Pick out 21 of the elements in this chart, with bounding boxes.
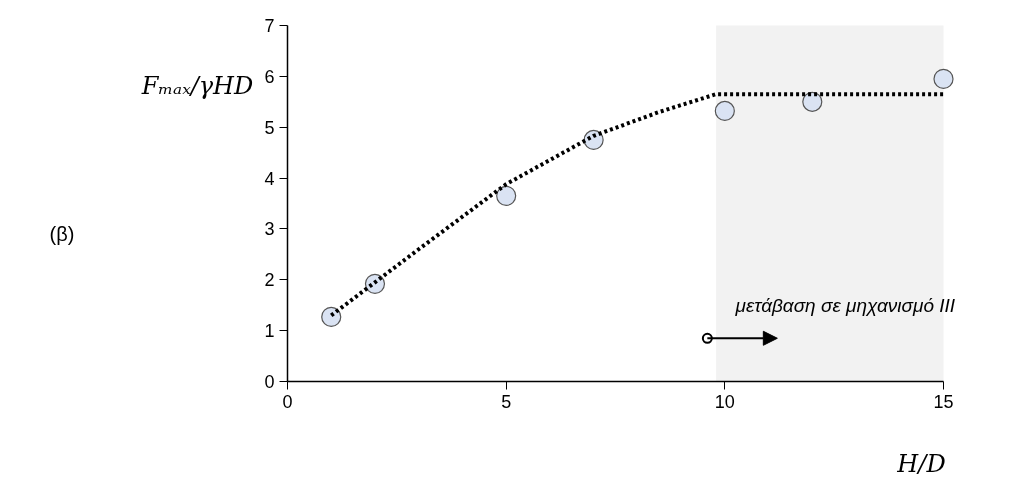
y-tick-label: 0 xyxy=(264,372,275,392)
point xyxy=(321,306,342,327)
x-tick-label: 15 xyxy=(933,391,954,412)
y-tick-label: 2 xyxy=(264,270,275,291)
point xyxy=(496,185,517,206)
x-tick-label: 10 xyxy=(714,391,735,412)
x-tick-label: 5 xyxy=(501,391,512,412)
annotation: μετάβαση σε μηχανισμό III xyxy=(734,295,956,317)
y-tick-label: 5 xyxy=(264,117,275,138)
x-tick-label: 0 xyxy=(282,391,293,412)
y-tick-label: 7 xyxy=(264,16,275,36)
x-axis-title: H/D xyxy=(896,449,946,478)
y-axis-title: Fₘₐₓ/γHD xyxy=(140,71,254,100)
text: (β) xyxy=(49,222,75,245)
y-tick-label: 1 xyxy=(264,321,275,342)
y-tick-label: 3 xyxy=(264,219,275,240)
y-tick-label: 6 xyxy=(264,66,275,87)
point xyxy=(933,68,954,89)
point xyxy=(714,100,735,122)
point xyxy=(802,91,823,112)
y-tick-label: 4 xyxy=(264,168,275,189)
